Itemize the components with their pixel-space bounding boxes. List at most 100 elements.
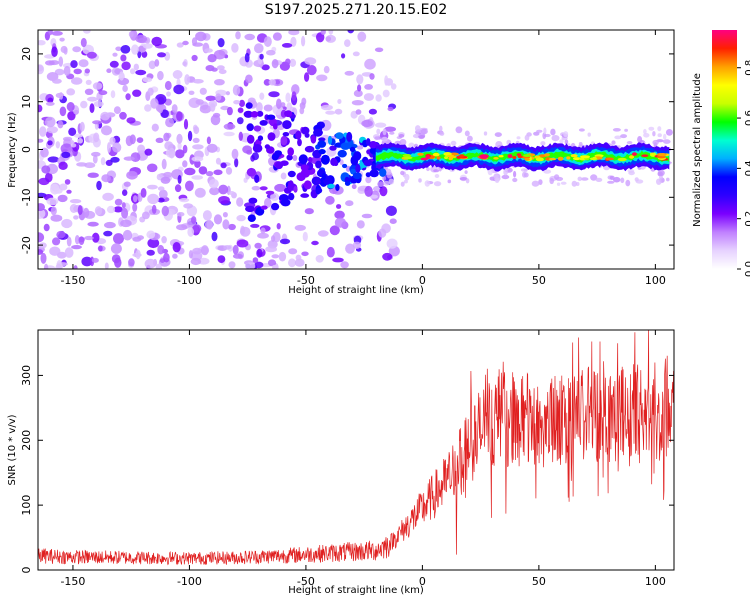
side-blob [656, 178, 662, 185]
side-blob [666, 177, 670, 182]
signal-hotspot [566, 156, 571, 160]
noise-blob [52, 237, 61, 246]
noise-blob [161, 236, 167, 244]
noise-blob [147, 238, 160, 249]
noise-blob [158, 189, 168, 200]
noise-blob [215, 93, 222, 101]
side-blob [531, 180, 540, 187]
side-blob [483, 131, 488, 136]
side-blob [614, 135, 622, 140]
noise-blob [64, 179, 71, 185]
signal-hotspot [479, 154, 489, 159]
converging-blob [344, 181, 351, 186]
converging-blob [247, 214, 256, 222]
side-blob [590, 174, 598, 181]
converging-blob [369, 147, 376, 154]
signal-hotspot [517, 155, 523, 159]
noise-blob [49, 246, 61, 256]
noise-blob [263, 36, 272, 47]
noise-blob [228, 223, 236, 231]
noise-blob [340, 261, 349, 269]
noise-blob [50, 206, 57, 216]
noise-blob [339, 159, 344, 166]
converging-blob [365, 138, 371, 146]
noise-blob [157, 244, 165, 255]
noise-blob [147, 184, 158, 190]
signal-hotspot [507, 154, 513, 159]
noise-blob [292, 155, 298, 161]
noise-blob [38, 203, 45, 212]
noise-blob [271, 254, 280, 259]
noise-blob [285, 92, 291, 103]
noise-blob [151, 36, 163, 47]
side-blob [494, 132, 502, 138]
noise-blob [192, 224, 202, 233]
noise-blob [157, 103, 164, 114]
noise-blob [84, 88, 94, 96]
noise-blob [220, 162, 227, 169]
noise-blob [317, 230, 329, 237]
noise-blob [132, 89, 142, 97]
signal-hotspot [524, 157, 530, 161]
signal-hotspot [659, 153, 667, 157]
side-blob [613, 176, 621, 183]
snr-x-ticks: -150 -100 -50 0 50 100 [60, 330, 666, 588]
spectrogram-x-label: Height of straight line (km) [288, 285, 424, 296]
converging-blob [252, 144, 263, 153]
noise-blob [301, 251, 309, 257]
converging-blob [342, 163, 348, 169]
noise-blob [250, 223, 260, 228]
noise-blob [125, 93, 131, 101]
noise-blob [57, 120, 64, 129]
noise-blob [43, 263, 49, 269]
noise-blob [163, 132, 170, 142]
spectrogram-y-tick-label: 20 [20, 47, 33, 61]
noise-blob [183, 118, 189, 130]
noise-blob [61, 218, 73, 229]
noise-blob [253, 43, 264, 54]
noise-blob [91, 257, 99, 263]
noise-blob [157, 52, 166, 58]
noise-blob [184, 74, 190, 85]
noise-blob [195, 31, 207, 42]
side-blob [578, 142, 583, 146]
noise-blob [387, 106, 394, 112]
noise-blob [363, 93, 374, 101]
spectrogram-y-tick-label: 10 [20, 95, 33, 109]
snr-x-label: Height of straight line (km) [288, 585, 424, 596]
signal-hotspot [436, 156, 441, 160]
noise-blob [157, 197, 165, 203]
converging-blob [280, 198, 291, 207]
noise-blob [242, 145, 253, 154]
noise-blob [80, 100, 88, 109]
noise-blob [187, 130, 193, 142]
noise-blob [177, 142, 182, 150]
noise-blob [218, 184, 229, 195]
noise-blob [47, 30, 53, 36]
converging-blob [330, 157, 338, 166]
noise-blob [355, 109, 362, 115]
noise-blob [43, 223, 50, 232]
noise-blob [155, 137, 164, 143]
noise-blob [142, 211, 150, 220]
noise-blob [192, 144, 204, 150]
signal-hotspot [545, 157, 552, 161]
noise-blob [351, 100, 364, 106]
snr-x-tick-label: 50 [532, 575, 546, 588]
noise-blob [357, 31, 367, 42]
noise-blob [182, 40, 189, 46]
side-blob [648, 126, 655, 131]
noise-blob [110, 156, 120, 163]
noise-blob [51, 46, 58, 57]
colorbar-tick-label: 0.2 [744, 211, 750, 227]
noise-blob [157, 70, 164, 81]
noise-blob [87, 96, 98, 102]
colorbar-tick-label: 0.4 [744, 160, 750, 176]
side-blob [418, 178, 422, 183]
noise-blob [46, 126, 59, 134]
side-blob [464, 170, 468, 175]
side-blob [536, 129, 543, 133]
noise-blob [160, 176, 171, 184]
noise-blob [119, 71, 125, 81]
